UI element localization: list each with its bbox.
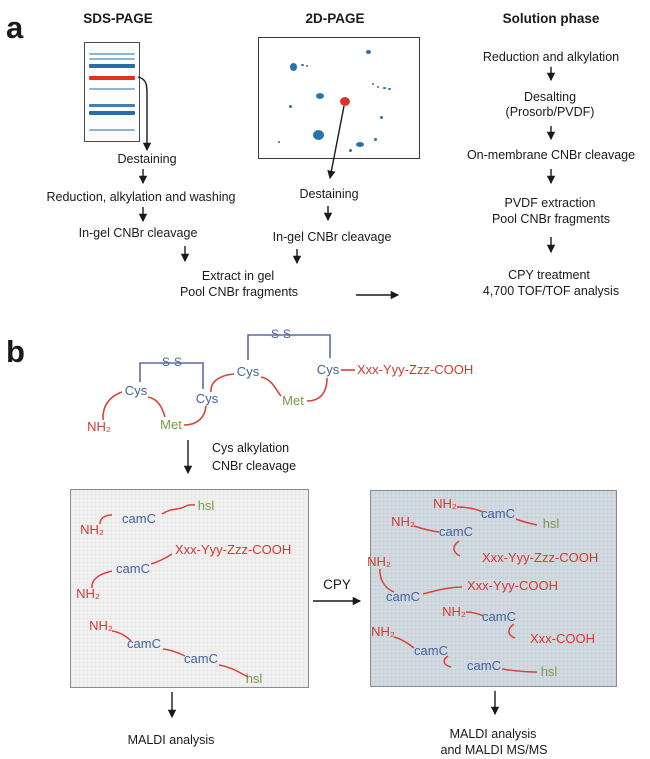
fragments-box-after-cpy (370, 490, 617, 687)
solution-step-pvdf: PVDF extraction (504, 196, 596, 210)
fragment-camc: camC (414, 643, 448, 658)
fragment-camc: camC (127, 636, 161, 651)
residue-cys-1: Cys (124, 383, 148, 398)
gel-band (89, 104, 135, 107)
cpy-label: CPY (323, 577, 351, 592)
fragment-camc: camC (481, 506, 515, 521)
gel-band (89, 129, 135, 131)
n-terminus: NH₂ (89, 618, 113, 633)
n-terminus: NH₂ (371, 624, 395, 639)
2d-step-destaining: Destaining (299, 187, 359, 201)
fragment-camc: camC (439, 524, 473, 539)
c-terminus-full: Xxx-Yyy-Zzz-COOH (175, 542, 292, 557)
target-protein-spot (340, 96, 350, 106)
peptide-link (306, 377, 328, 402)
residue-cys-3: Cys (236, 364, 260, 379)
protein-spot (387, 88, 391, 90)
fragment-camc: camC (467, 658, 501, 673)
residue-met-2: Met (282, 393, 304, 408)
maldi-analysis-right-line2: and MALDI MS/MS (440, 743, 548, 757)
protein-spot (288, 104, 292, 108)
fragment-camc: camC (386, 589, 420, 604)
c-terminus-full: Xxx-Yyy-Zzz-COOH (482, 550, 599, 565)
solution-step-cpy: CPY treatment (508, 268, 590, 282)
peptide-link (183, 405, 207, 426)
gel-band (89, 76, 135, 80)
solution-step-onmembrane: On-membrane CNBr cleavage (466, 148, 636, 162)
residue-cys-2: Cys (195, 391, 219, 406)
reaction-label-cnbr-cleavage: CNBr cleavage (212, 459, 297, 473)
extract-in-gel-line2: Pool CNBr fragments (179, 285, 299, 299)
fragment-camc: camC (116, 561, 150, 576)
c-terminus-minus2: Xxx-COOH (530, 631, 595, 646)
solution-step-prosorb: (Prosorb/PVDF) (505, 105, 595, 119)
solution-step-reduction: Reduction and alkylation (482, 50, 620, 64)
protein-spot (289, 63, 297, 71)
fragment-camc: camC (184, 651, 218, 666)
protein-spot (372, 83, 374, 85)
maldi-analysis-left: MALDI analysis (127, 733, 215, 747)
fragment-hsl: hsl (540, 664, 558, 679)
protein-spot (306, 65, 308, 67)
n-terminus: NH₂ (442, 604, 466, 619)
peptide-link (102, 391, 123, 421)
gel-band (89, 58, 135, 60)
fragment-hsl: hsl (197, 498, 215, 513)
fragment-hsl: hsl (245, 671, 263, 686)
disulfide-label-2: S-S (267, 327, 295, 342)
peptide-link (147, 396, 166, 418)
protein-spot (379, 115, 383, 119)
panel-b-label: b (6, 334, 25, 369)
panel-a-label: a (6, 10, 24, 45)
protein-spot (316, 93, 324, 99)
protein-spot (377, 86, 379, 88)
protein-spot (300, 64, 304, 66)
gel-band (89, 111, 135, 115)
fragment-camc: camC (122, 511, 156, 526)
2d-step-cleavage: In-gel CNBr cleavage (272, 230, 392, 244)
peptide-link (260, 376, 282, 397)
c-terminus-full: Xxx-Yyy-Zzz-COOH (357, 362, 474, 377)
peptide-link (210, 373, 235, 393)
n-terminus: NH₂ (76, 586, 100, 601)
gel-band (89, 53, 135, 55)
reaction-label-cys-alkylation: Cys alkylation (212, 441, 290, 455)
n-terminus: NH₂ (80, 522, 104, 537)
n-terminus: NH₂ (433, 496, 457, 511)
sds-step-reduction: Reduction, alkylation and washing (46, 190, 236, 204)
fragment-camc: camC (482, 609, 516, 624)
solution-step-tof: 4,700 TOF/TOF analysis (482, 284, 620, 298)
protein-spot (312, 130, 324, 140)
residue-cys-4: Cys (316, 362, 340, 377)
gel-band (89, 88, 135, 90)
gel-band (89, 64, 135, 68)
fragment-hsl: hsl (542, 516, 560, 531)
maldi-analysis-right-line1: MALDI analysis (449, 727, 537, 741)
disulfide-label-1: S-S (158, 355, 186, 370)
2d-gel-graphic (258, 37, 420, 159)
sds-step-cleavage: In-gel CNBr cleavage (78, 226, 198, 240)
n-terminus: NH₂ (87, 419, 111, 434)
protein-spot (373, 137, 377, 141)
solution-step-desalting: Desalting (523, 90, 577, 104)
n-terminus: NH₂ (367, 554, 391, 569)
protein-spot (348, 148, 352, 152)
sds-gel-graphic (84, 42, 140, 142)
residue-met-1: Met (160, 417, 182, 432)
protein-spot (365, 50, 371, 54)
n-terminus: NH₂ (391, 514, 415, 529)
extract-in-gel-line1: Extract in gel (201, 269, 275, 283)
solution-step-pool: Pool CNBr fragments (491, 212, 611, 226)
protein-spot (382, 87, 386, 89)
solution-phase-title: Solution phase (502, 11, 600, 26)
c-terminus-minus1: Xxx-Yyy-COOH (467, 578, 558, 593)
2d-page-title: 2D-PAGE (305, 11, 365, 26)
sds-step-destaining: Destaining (117, 152, 177, 166)
sds-page-title: SDS-PAGE (83, 11, 153, 26)
protein-spot (278, 141, 280, 143)
protein-spot (356, 141, 364, 147)
